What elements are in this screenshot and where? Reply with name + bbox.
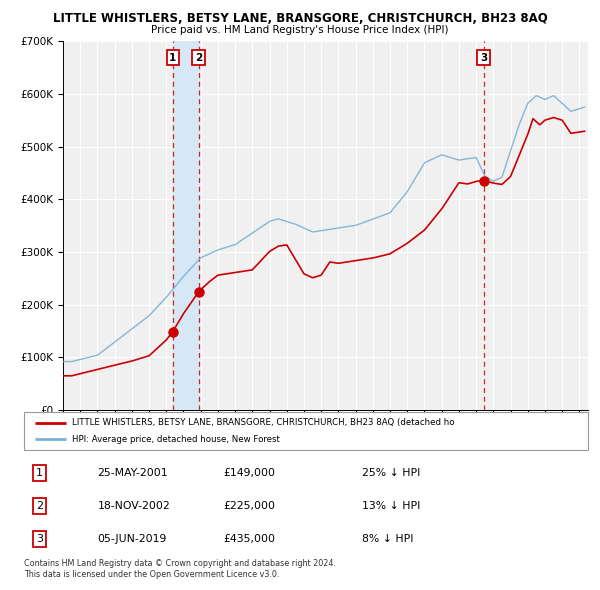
Text: 18-NOV-2002: 18-NOV-2002: [97, 501, 170, 511]
Text: 25% ↓ HPI: 25% ↓ HPI: [362, 468, 421, 478]
Text: Contains HM Land Registry data © Crown copyright and database right 2024.: Contains HM Land Registry data © Crown c…: [24, 559, 336, 568]
Text: 25-MAY-2001: 25-MAY-2001: [97, 468, 168, 478]
Text: Price paid vs. HM Land Registry's House Price Index (HPI): Price paid vs. HM Land Registry's House …: [151, 25, 449, 35]
Text: £435,000: £435,000: [224, 534, 275, 544]
Text: 13% ↓ HPI: 13% ↓ HPI: [362, 501, 421, 511]
Text: £149,000: £149,000: [224, 468, 275, 478]
Text: LITTLE WHISTLERS, BETSY LANE, BRANSGORE, CHRISTCHURCH, BH23 8AQ: LITTLE WHISTLERS, BETSY LANE, BRANSGORE,…: [53, 12, 547, 25]
Text: 3: 3: [480, 53, 487, 63]
Text: LITTLE WHISTLERS, BETSY LANE, BRANSGORE, CHRISTCHURCH, BH23 8AQ (detached ho: LITTLE WHISTLERS, BETSY LANE, BRANSGORE,…: [72, 418, 454, 427]
Text: 3: 3: [36, 534, 43, 544]
Text: HPI: Average price, detached house, New Forest: HPI: Average price, detached house, New …: [72, 435, 280, 444]
Text: 8% ↓ HPI: 8% ↓ HPI: [362, 534, 414, 544]
Text: 1: 1: [36, 468, 43, 478]
Text: This data is licensed under the Open Government Licence v3.0.: This data is licensed under the Open Gov…: [24, 571, 280, 579]
Text: £225,000: £225,000: [224, 501, 275, 511]
Bar: [173, 41, 199, 410]
Text: 2: 2: [36, 501, 43, 511]
Text: 1: 1: [169, 53, 176, 63]
FancyBboxPatch shape: [24, 412, 588, 450]
Text: 05-JUN-2019: 05-JUN-2019: [97, 534, 167, 544]
Text: 2: 2: [195, 53, 202, 63]
